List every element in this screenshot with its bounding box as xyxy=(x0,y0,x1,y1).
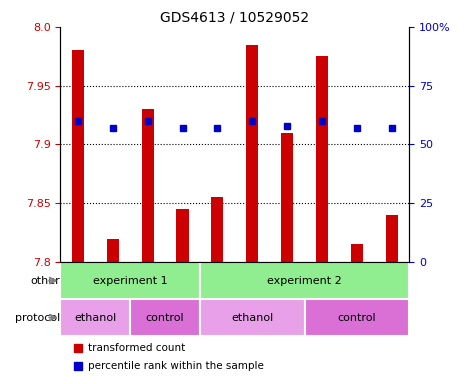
FancyBboxPatch shape xyxy=(60,262,200,299)
FancyBboxPatch shape xyxy=(130,299,200,336)
Text: transformed count: transformed count xyxy=(88,343,186,353)
Text: experiment 2: experiment 2 xyxy=(267,276,342,286)
Text: percentile rank within the sample: percentile rank within the sample xyxy=(88,361,264,371)
Text: ethanol: ethanol xyxy=(74,313,116,323)
FancyBboxPatch shape xyxy=(200,262,409,299)
Bar xyxy=(72,50,84,262)
Text: control: control xyxy=(338,313,376,323)
Bar xyxy=(281,133,293,262)
Text: ethanol: ethanol xyxy=(231,313,273,323)
FancyBboxPatch shape xyxy=(60,299,130,336)
Bar xyxy=(351,245,363,262)
Text: control: control xyxy=(146,313,185,323)
Title: GDS4613 / 10529052: GDS4613 / 10529052 xyxy=(160,10,309,24)
FancyBboxPatch shape xyxy=(200,299,305,336)
Bar xyxy=(385,215,398,262)
Bar xyxy=(176,209,189,262)
Bar xyxy=(211,197,224,262)
Bar xyxy=(316,56,328,262)
Bar xyxy=(246,45,259,262)
Bar xyxy=(141,109,154,262)
Text: other: other xyxy=(31,276,60,286)
Text: experiment 1: experiment 1 xyxy=(93,276,167,286)
FancyBboxPatch shape xyxy=(305,299,409,336)
Bar xyxy=(106,238,119,262)
Text: protocol: protocol xyxy=(15,313,60,323)
